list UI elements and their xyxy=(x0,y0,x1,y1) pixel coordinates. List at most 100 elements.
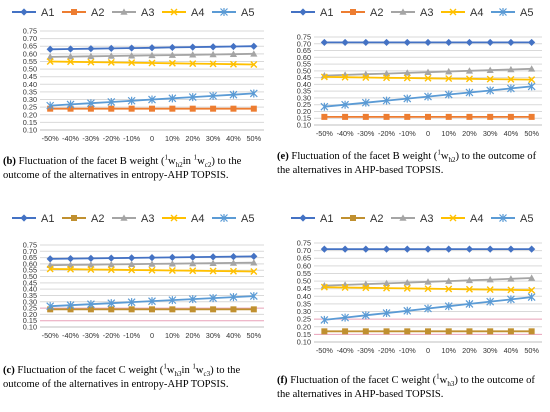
data-point xyxy=(527,293,536,302)
x-tick-label: -20% xyxy=(103,134,121,143)
data-point xyxy=(342,328,349,335)
data-point xyxy=(128,260,136,267)
data-point xyxy=(320,38,328,47)
data-point xyxy=(250,42,258,50)
data-point xyxy=(424,245,432,253)
data-point xyxy=(46,53,54,60)
data-point xyxy=(486,38,494,47)
data-point xyxy=(107,266,115,274)
series-a1 xyxy=(320,38,536,47)
data-point xyxy=(86,99,95,108)
data-point xyxy=(465,67,474,74)
legend-label: A3 xyxy=(420,7,433,19)
data-point xyxy=(321,113,328,120)
data-point xyxy=(168,296,177,305)
chart-c: A1 A2 A3 A4 A50.750.700.650.600.550.500.450.… xyxy=(12,213,264,340)
data-point xyxy=(341,38,349,47)
series-a3 xyxy=(320,65,536,79)
caption-label: (b) xyxy=(3,156,16,167)
data-point xyxy=(148,44,156,52)
series-a5 xyxy=(46,89,258,110)
data-point xyxy=(188,295,197,304)
data-point xyxy=(465,245,474,253)
y-tick-label: 0.45 xyxy=(297,73,311,82)
data-point xyxy=(362,284,370,292)
data-point xyxy=(87,58,95,66)
legend-label: A4 xyxy=(191,213,204,225)
y-tick-label: 0.20 xyxy=(23,110,37,119)
x-tick-label: -50% xyxy=(42,331,60,340)
y-tick-label: 0.25 xyxy=(297,100,311,109)
data-point xyxy=(382,38,391,47)
caption-sup: 1 xyxy=(164,153,169,162)
data-point xyxy=(382,96,391,105)
data-point xyxy=(341,283,349,291)
data-point xyxy=(170,8,178,16)
y-tick-label: 0.10 xyxy=(297,338,311,347)
data-point xyxy=(487,113,494,120)
data-point xyxy=(67,105,74,112)
caption-sub: h3 xyxy=(174,370,182,379)
x-axis: -50% -40% -30% -20% -10% 0 10% 20% 30% 40% 50% xyxy=(40,129,264,143)
data-point xyxy=(189,259,197,267)
series-a4 xyxy=(320,283,536,294)
x-tick-label: -40% xyxy=(337,129,355,138)
data-point xyxy=(87,265,95,273)
data-point xyxy=(67,265,75,273)
data-point xyxy=(229,90,238,99)
y-tick-label: 0.30 xyxy=(297,307,311,316)
data-point xyxy=(209,259,217,266)
x-tick-label: -30% xyxy=(82,331,100,340)
legend-label: A2 xyxy=(91,213,104,225)
x-tick-label: 30% xyxy=(483,129,498,138)
data-point xyxy=(361,98,370,107)
data-point xyxy=(108,105,115,112)
data-point xyxy=(107,52,115,59)
data-point xyxy=(445,277,453,284)
data-point xyxy=(249,89,258,98)
y-tick-label: 0.55 xyxy=(23,57,37,66)
y-tick-label: 0.40 xyxy=(23,80,37,89)
data-point xyxy=(424,68,432,75)
y-tick-label: 0.50 xyxy=(23,65,37,74)
data-point xyxy=(209,43,217,51)
y-tick-label: 0.15 xyxy=(297,114,311,123)
data-point xyxy=(149,105,155,112)
data-point xyxy=(424,285,432,293)
y-tick-label: 0.55 xyxy=(297,269,311,278)
data-point xyxy=(382,69,391,77)
data-point xyxy=(528,113,535,120)
y-grid: 0.750.700.650.600.550.500.450.400.350.30… xyxy=(297,239,542,347)
y-tick-label: 0.15 xyxy=(23,316,37,325)
data-point xyxy=(220,8,228,16)
y-tick-label: 0.15 xyxy=(23,118,37,127)
y-tick-label: 0.55 xyxy=(297,60,311,69)
data-point xyxy=(341,313,350,322)
series-a4 xyxy=(320,73,536,84)
data-point xyxy=(46,265,54,273)
data-point xyxy=(87,261,95,268)
legend-label: A5 xyxy=(241,213,254,225)
data-point xyxy=(189,51,197,58)
data-point xyxy=(210,105,217,112)
x-tick-label: -10% xyxy=(399,129,417,138)
x-tick-label: 0 xyxy=(426,129,430,138)
data-point xyxy=(229,50,238,57)
data-point xyxy=(424,38,432,47)
legend-label: A1 xyxy=(41,7,54,19)
data-point xyxy=(465,285,473,293)
x-tick-label: -30% xyxy=(357,346,375,355)
series-a4 xyxy=(46,265,258,275)
caption-sup: 1 xyxy=(437,148,441,157)
legend-label: A5 xyxy=(241,7,254,19)
data-point xyxy=(66,261,75,268)
data-point xyxy=(189,105,196,112)
data-point xyxy=(499,214,507,222)
legend-label: A4 xyxy=(470,213,483,225)
caption-sup: 1 xyxy=(192,362,196,371)
y-tick-label: 0.10 xyxy=(23,323,37,332)
data-point xyxy=(445,113,452,120)
data-point xyxy=(362,245,370,253)
data-point xyxy=(424,74,432,82)
data-point xyxy=(209,294,218,303)
